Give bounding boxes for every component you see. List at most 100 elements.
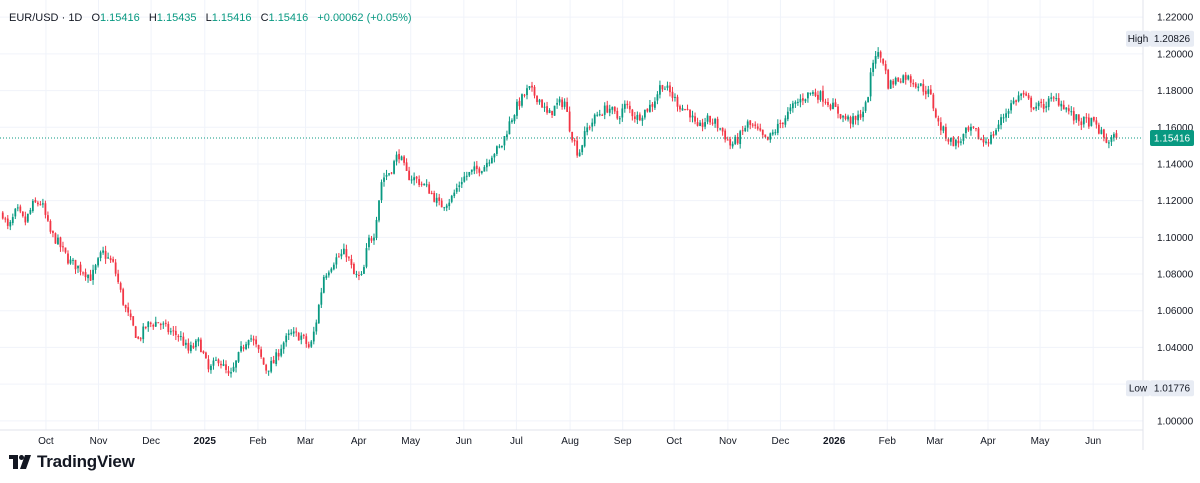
candle-body	[14, 208, 17, 217]
candle-body	[169, 331, 172, 333]
candle-body	[939, 122, 942, 131]
candle-body	[300, 335, 303, 340]
candle-body	[548, 110, 551, 114]
candle-body	[192, 345, 195, 348]
candle-body	[242, 347, 245, 349]
candle-body	[280, 348, 283, 356]
candle-body	[132, 316, 135, 326]
candle-body	[315, 322, 318, 332]
candle-body	[97, 258, 99, 266]
candle-body	[603, 105, 606, 115]
candle-body	[638, 114, 641, 121]
candle-body	[654, 101, 656, 108]
symbol-name[interactable]: EUR/USD	[9, 12, 59, 24]
tradingview-brand[interactable]: TradingView	[9, 452, 135, 472]
candle-body	[277, 353, 280, 357]
candle-body	[395, 154, 398, 162]
candle-body	[134, 326, 137, 338]
candle-body	[947, 139, 950, 142]
candle-body	[621, 108, 624, 118]
candle-body	[756, 126, 759, 129]
candle-body	[942, 126, 945, 131]
candle-body	[847, 116, 849, 120]
candle-body	[9, 221, 12, 227]
candle-body	[581, 145, 584, 153]
candle-body	[533, 86, 536, 96]
candle-body	[538, 99, 541, 103]
y-tick-label: 1.10000	[1157, 233, 1194, 244]
interval-label[interactable]: 1D	[68, 12, 83, 24]
candle-body	[618, 118, 621, 120]
candle-body	[109, 258, 112, 261]
candle-body	[495, 146, 498, 154]
candle-body	[864, 102, 867, 111]
candle-body	[616, 110, 619, 119]
candle-body	[784, 118, 787, 125]
candle-body	[834, 102, 837, 108]
candle-body	[152, 324, 155, 327]
candle-body	[470, 169, 473, 172]
candle-body	[353, 263, 355, 275]
candle-body	[52, 230, 54, 234]
candle-body	[518, 100, 521, 107]
candle-body	[546, 106, 548, 113]
x-tick-label: Feb	[879, 436, 897, 447]
candle-body	[573, 140, 576, 142]
candle-body	[285, 335, 288, 343]
x-tick-label: Feb	[249, 436, 267, 447]
symbol-legend[interactable]: EUR/USD · 1D O1.15416 H1.15435 L1.15416 …	[9, 12, 412, 24]
candle-body	[57, 237, 59, 245]
candle-body	[82, 272, 84, 274]
candle-body	[884, 64, 887, 71]
candle-body	[332, 264, 335, 270]
candle-body	[187, 342, 190, 351]
candle-body	[536, 95, 538, 103]
candle-body	[1022, 92, 1025, 95]
candle-body	[250, 338, 252, 340]
candle-body	[987, 142, 990, 144]
candle-body	[232, 366, 235, 372]
last-price-tag-value-bg	[1150, 129, 1194, 146]
candle-body	[473, 166, 476, 171]
candle-body	[202, 351, 205, 353]
candle-body	[483, 167, 486, 172]
candle-body	[240, 346, 242, 352]
candle-body	[1042, 103, 1045, 109]
candle-body	[1067, 108, 1070, 112]
candle-body	[460, 182, 463, 185]
candle-body	[69, 259, 72, 264]
candle-body	[807, 92, 809, 99]
candle-body	[443, 207, 446, 209]
candle-body	[867, 97, 870, 103]
candle-body	[822, 90, 824, 102]
candle-body	[1010, 103, 1012, 111]
candle-body	[503, 136, 506, 146]
candle-body	[980, 139, 982, 141]
candle-body	[295, 331, 298, 333]
candle-body	[312, 331, 315, 342]
candle-body	[714, 119, 717, 124]
candle-body	[327, 272, 330, 276]
candle-body	[623, 103, 626, 109]
candle-body	[794, 102, 797, 104]
candle-body	[157, 322, 160, 324]
candle-body	[985, 141, 987, 143]
candle-body	[1040, 101, 1043, 104]
candle-body	[576, 140, 579, 156]
candle-body	[144, 326, 147, 329]
candle-body	[721, 127, 724, 132]
candle-body	[904, 74, 907, 80]
candle-body	[827, 102, 829, 106]
candle-body	[345, 249, 348, 258]
candle-body	[593, 114, 596, 124]
candle-body	[1020, 93, 1023, 96]
last-price-tag-value: 1.15416	[1154, 133, 1191, 144]
candle-body	[453, 192, 456, 197]
candle-body	[320, 292, 323, 305]
candle-body	[207, 359, 210, 370]
x-tick-label: Mar	[297, 436, 315, 447]
candle-body	[631, 109, 634, 117]
candle-body	[879, 51, 882, 58]
candle-body	[205, 352, 207, 359]
